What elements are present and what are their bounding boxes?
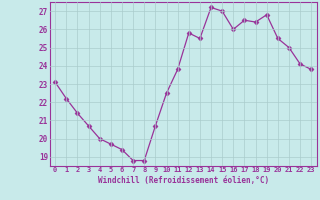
X-axis label: Windchill (Refroidissement éolien,°C): Windchill (Refroidissement éolien,°C): [98, 176, 269, 185]
